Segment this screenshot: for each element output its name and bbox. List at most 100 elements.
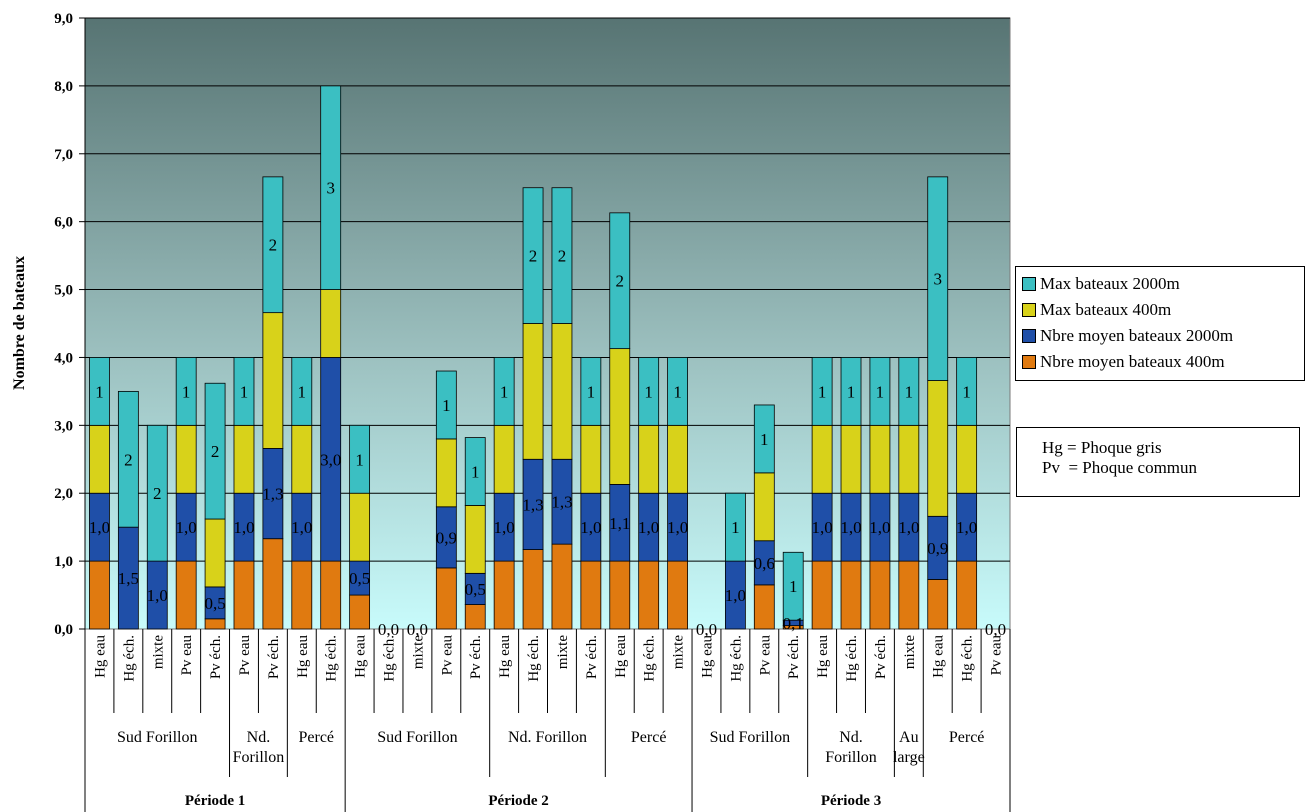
- x-category-label: Pv éch.: [786, 635, 802, 679]
- bar-max-label: 1: [847, 382, 856, 401]
- bar-value-label: 1,0: [638, 518, 659, 537]
- bar-segment: [262, 176, 284, 314]
- x-category-label: Pv éch.: [468, 635, 484, 679]
- period-label: Période 3: [821, 793, 881, 809]
- bar-segment: [146, 424, 168, 562]
- bar-segment: [551, 543, 573, 630]
- bar-value-label: 3,0: [320, 450, 341, 469]
- bars: 1,0 1 1,5 2 1,0 2 1,0 1 0,5 2 1,0 1 1,3 2 1,0 1 3,0 3 0,5 1…: [89, 85, 1006, 639]
- bar-segment: [435, 438, 457, 508]
- legend-label: Nbre moyen bateaux 400m: [1040, 352, 1225, 371]
- y-tick-label: 9,0: [54, 11, 73, 27]
- legend-item: Nbre moyen bateaux 2000m: [1022, 323, 1298, 349]
- x-category-label: Pv éch.: [584, 635, 600, 679]
- legend-swatch: [1022, 355, 1036, 369]
- legend-swatch: [1022, 277, 1036, 291]
- bar-value-label: 1,1: [609, 514, 630, 533]
- legend: Max bateaux 2000m Max bateaux 400m Nbre mo…: [1015, 266, 1305, 381]
- bar-max-label: 1: [182, 382, 191, 401]
- group-label: Sud Forillon: [117, 729, 197, 746]
- x-category-label: Pv éch.: [208, 635, 224, 679]
- x-category-label: Hg eau: [92, 635, 108, 678]
- bar-segment: [638, 560, 660, 630]
- bar-max-label: 1: [818, 382, 827, 401]
- x-category-label: Hg éch.: [844, 635, 860, 682]
- bar-segment: [580, 560, 602, 630]
- x-category-label: Hg éch.: [382, 635, 398, 682]
- bar-max-label: 2: [558, 247, 567, 266]
- bar-segment: [753, 584, 775, 630]
- group-label: Percé: [298, 729, 334, 746]
- bar-max-label: 1: [731, 518, 740, 537]
- x-category-label: Hg eau: [497, 635, 513, 678]
- bar-max-label: 3: [326, 179, 335, 198]
- bar-segment: [522, 549, 544, 630]
- bar-segment: [522, 323, 544, 460]
- bar-max-label: 1: [644, 382, 653, 401]
- x-category-label: Pv eau: [989, 635, 1005, 676]
- x-category-label: Pv eau: [237, 635, 253, 676]
- x-category-label: Pv eau: [757, 635, 773, 676]
- bar-value-label: 1,0: [89, 518, 110, 537]
- bar-segment: [869, 560, 891, 630]
- x-category-label: Hg eau: [613, 635, 629, 678]
- bar-segment: [840, 357, 862, 426]
- bar-max-label: 1: [471, 462, 480, 481]
- bar-segment: [580, 424, 602, 494]
- bar-segment: [204, 618, 226, 630]
- bar-segment: [609, 212, 631, 350]
- x-category-label: Pv eau: [439, 635, 455, 676]
- bar-segment: [638, 357, 660, 426]
- bar-segment: [349, 492, 371, 562]
- x-category-label: Hg éch.: [526, 635, 542, 682]
- bar-segment: [551, 187, 573, 324]
- y-axis-title: Nombre de bateaux: [11, 256, 28, 390]
- bar-segment: [204, 518, 226, 588]
- bar-segment: [435, 567, 457, 630]
- group-label: Percé: [631, 729, 667, 746]
- legend-item: Max bateaux 2000m: [1022, 271, 1298, 297]
- bar-segment: [869, 357, 891, 426]
- bar-segment: [638, 424, 660, 494]
- x-category-label: Hg éch.: [121, 635, 137, 682]
- bar-value-label: 1,3: [551, 493, 572, 512]
- bar-max-label: 1: [500, 382, 509, 401]
- bar-value-label: 1,0: [580, 518, 601, 537]
- bar-segment: [493, 424, 515, 494]
- bar-segment: [667, 560, 688, 630]
- bar-segment: [233, 424, 255, 494]
- bar-max-label: 1: [905, 382, 914, 401]
- legend-swatch: [1022, 303, 1036, 317]
- bar-max-label: 2: [529, 247, 538, 266]
- period-label: Période 2: [488, 793, 548, 809]
- bar-max-label: 2: [616, 272, 625, 291]
- y-tick-label: 3,0: [54, 418, 73, 434]
- bar-segment: [320, 289, 342, 358]
- bar-value-label: 1,3: [262, 485, 283, 504]
- x-category-label: Hg eau: [699, 635, 715, 678]
- bar-segment: [609, 560, 631, 630]
- x-category-label: Hg eau: [931, 635, 947, 678]
- bar-value-label: 0,1: [783, 614, 804, 633]
- bar-value-label: 1,0: [176, 518, 197, 537]
- bar-value-label: 0,9: [436, 528, 457, 547]
- x-category-label: mixte: [902, 635, 918, 670]
- bar-segment: [204, 382, 226, 520]
- bar-segment: [869, 424, 891, 494]
- x-category-label: Hg eau: [353, 635, 369, 678]
- bar-max-label: 1: [95, 382, 104, 401]
- bar-segment: [262, 538, 284, 630]
- bar-segment: [753, 404, 775, 474]
- x-category-label: Hg eau: [815, 635, 831, 678]
- bar-segment: [956, 424, 978, 494]
- bar-value-label: 1,0: [233, 518, 254, 537]
- abbreviation-note: Hg = Phoque gris Pv = Phoque commun: [1016, 427, 1300, 497]
- legend-swatch: [1022, 329, 1036, 343]
- bar-max-label: 1: [876, 382, 885, 401]
- bar-segment: [724, 492, 746, 562]
- bar-segment: [493, 357, 515, 426]
- bar-max-label: 1: [355, 450, 364, 469]
- bar-segment: [840, 424, 862, 494]
- bar-value-label: 0,5: [349, 569, 370, 588]
- bar-value-label: 1,0: [869, 518, 890, 537]
